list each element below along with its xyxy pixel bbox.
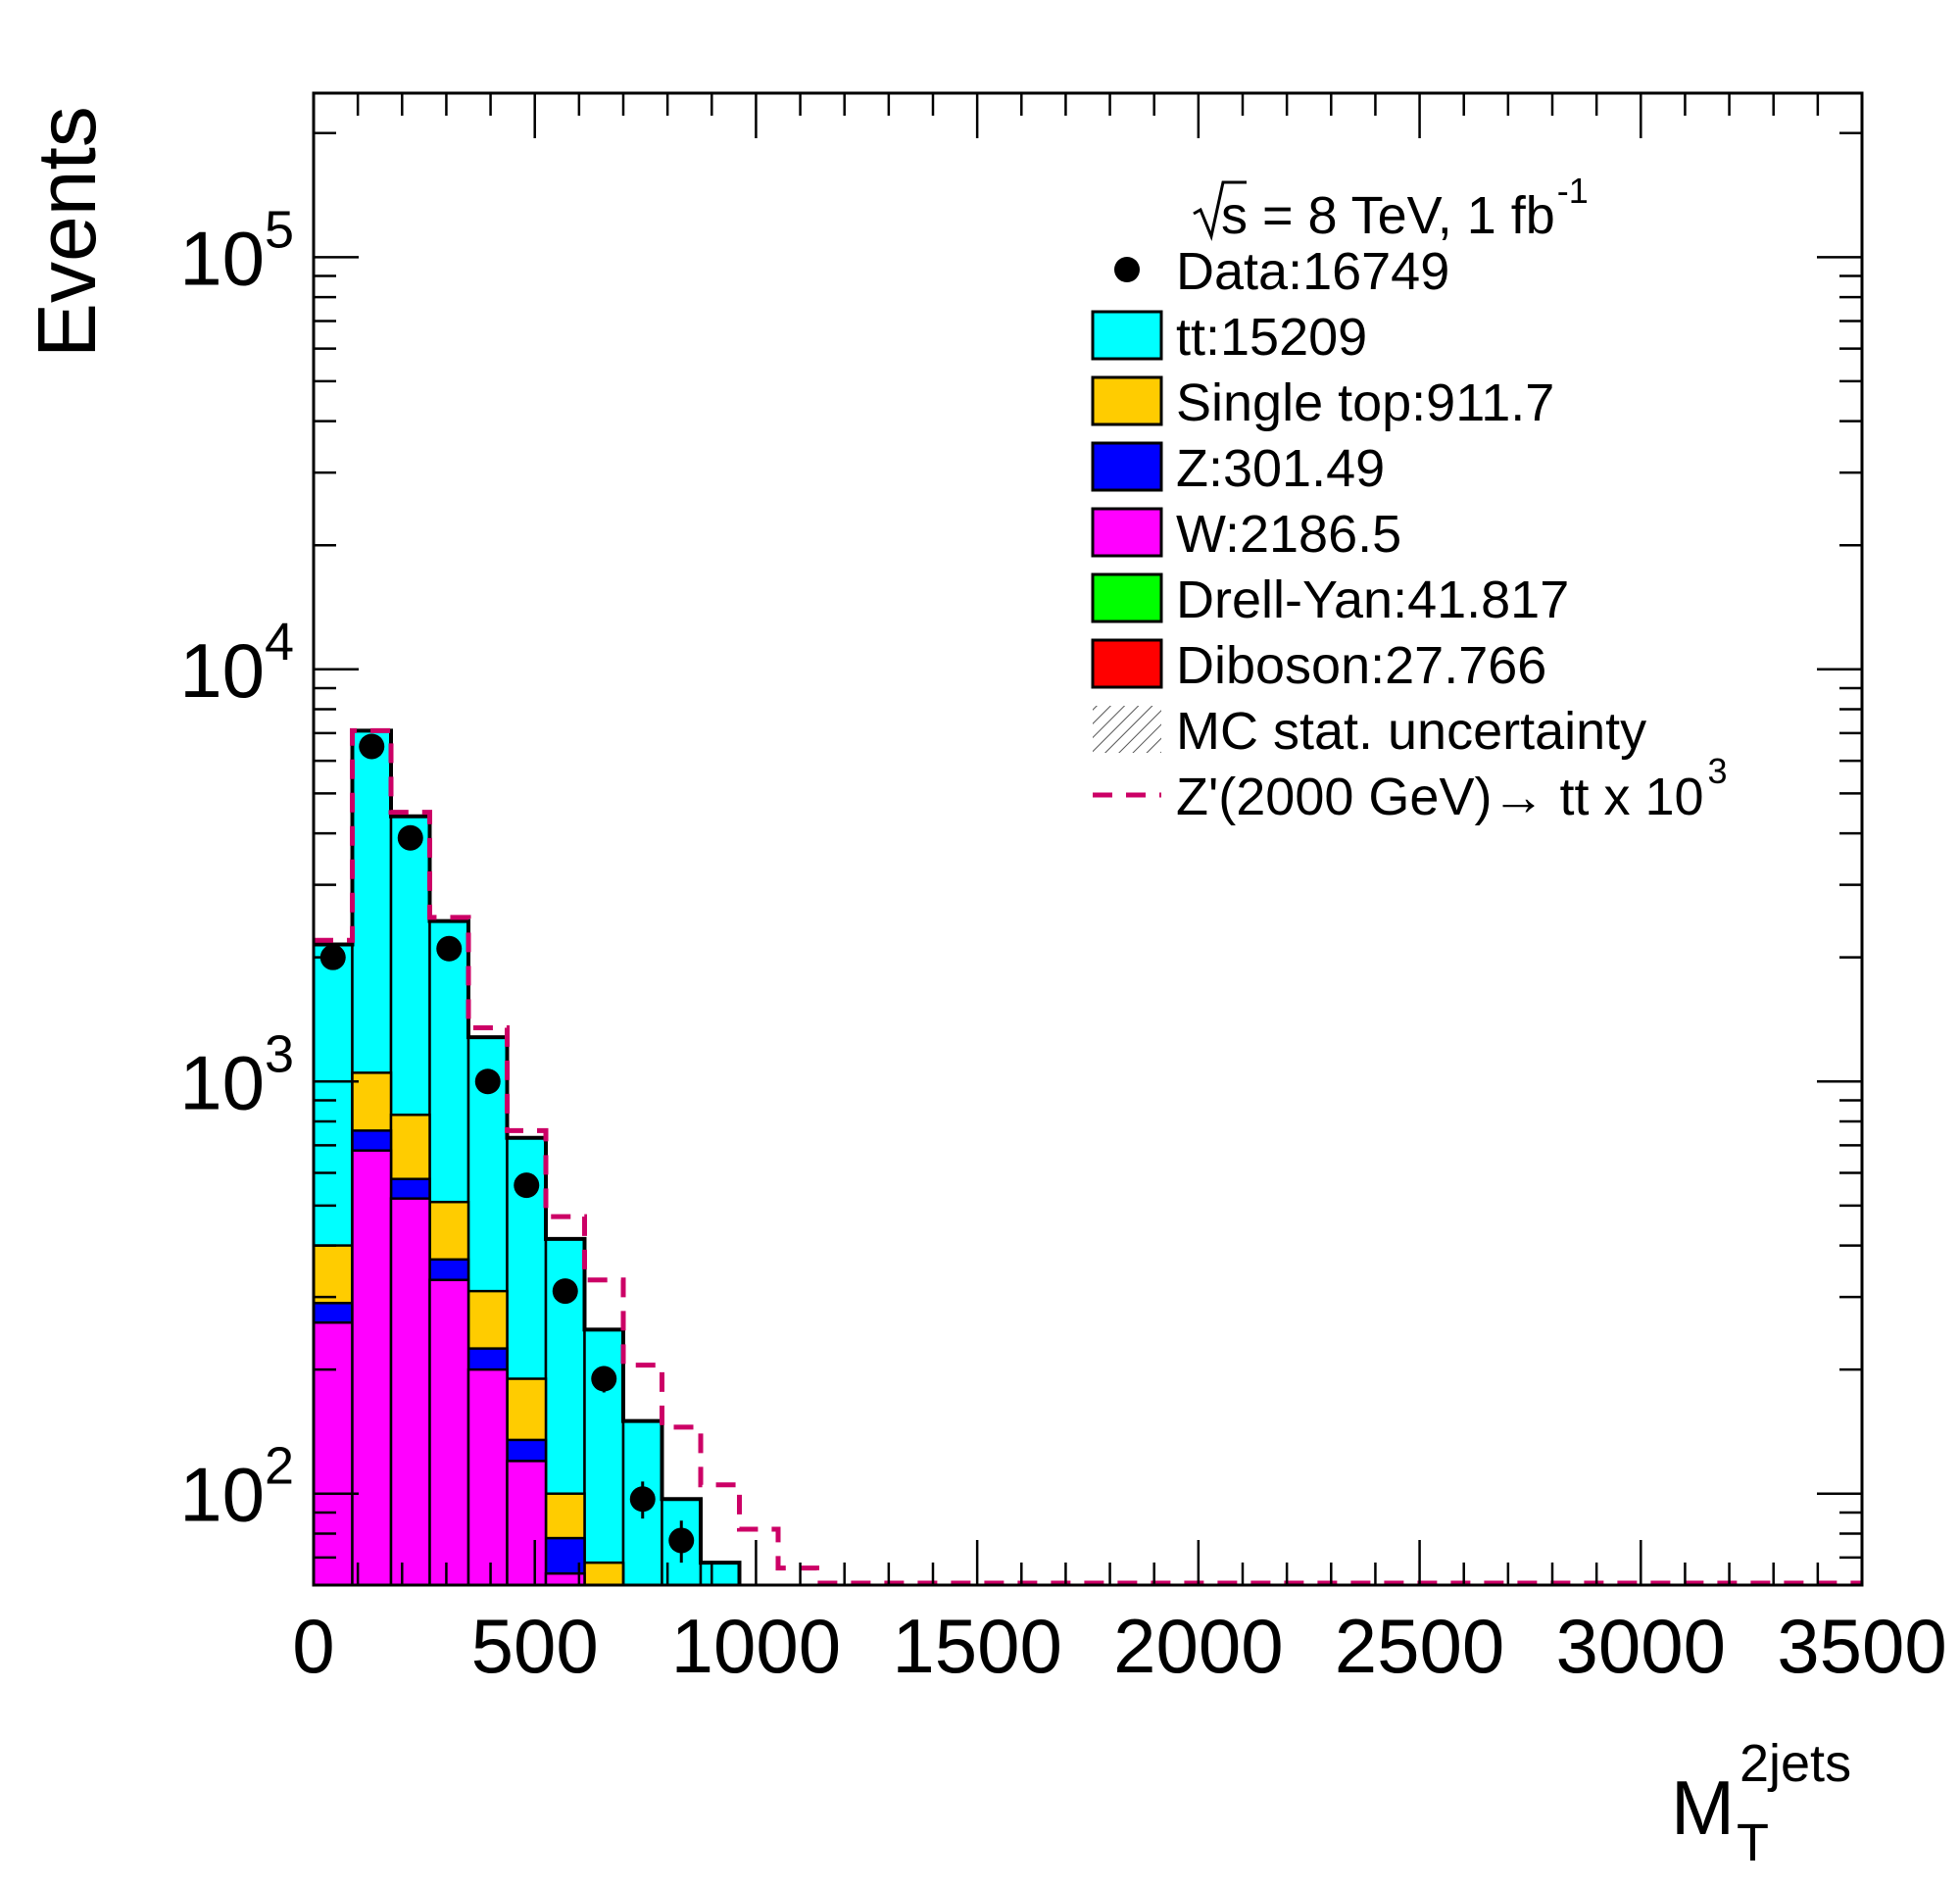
sqrt-symbol-icon (1193, 180, 1247, 242)
legend-label-superscript: 3 (1708, 751, 1728, 791)
data-points (319, 733, 695, 1564)
bar-w (428, 1278, 470, 1585)
legend-label-diboson: Diboson:27.766 (1176, 636, 1546, 695)
axis-ticks (312, 93, 1864, 1587)
x-axis-label-main: M (1671, 1764, 1735, 1851)
x-tick-label: 2000 (1113, 1603, 1284, 1689)
plot-frame (312, 91, 1864, 1587)
x-tick-labels: 0 500 1000 1500 2000 2500 3000 3500 (292, 1603, 1946, 1689)
legend-swatch-dy (1091, 572, 1163, 623)
legend-label-mc-unc: MC stat. uncertainty (1176, 702, 1646, 761)
legend-label-dy: Drell-Yan:41.817 (1176, 571, 1569, 629)
legend-label-ttbar: tt:15209 (1176, 308, 1367, 367)
energy-label-superscript: -1 (1557, 171, 1589, 211)
data-point (552, 1278, 578, 1305)
legend-swatch-w (1091, 507, 1163, 558)
bar-w (389, 1197, 431, 1585)
legend-data-marker-icon (1114, 257, 1140, 282)
bar-w (466, 1367, 509, 1585)
data-point (591, 1366, 617, 1392)
legend-label-w: W:2186.5 (1176, 505, 1401, 564)
x-tick-label: 1500 (892, 1603, 1062, 1689)
energy-annotation: s = 8 TeV, 1 fb -1 (1193, 171, 1589, 245)
data-point (474, 1068, 501, 1095)
bar-w (544, 1571, 586, 1585)
legend-swatch-ttbar (1091, 310, 1163, 361)
y-axis-label: Events (21, 106, 113, 358)
y-tick-label: 10 (179, 1452, 265, 1538)
bar-w (506, 1460, 548, 1585)
x-tick-label: 0 (292, 1603, 334, 1689)
stack-bars (314, 729, 741, 1585)
legend-swatch-single-top (1091, 375, 1163, 426)
x-axis-label: M T 2jets (1671, 1734, 1851, 1872)
x-axis-label-superscript: 2jets (1740, 1734, 1851, 1793)
y-tick-label-exponent: 4 (265, 613, 294, 671)
y-tick-label: 10 (179, 215, 265, 301)
legend-label-data: Data:16749 (1176, 242, 1449, 301)
x-tick-label: 2500 (1335, 1603, 1505, 1689)
x-tick-label: 3500 (1777, 1603, 1947, 1689)
y-tick-label: 10 (179, 1039, 265, 1125)
legend-label-single-top: Single top:911.7 (1176, 373, 1554, 432)
y-tick-label-exponent: 3 (265, 1024, 294, 1083)
legend-swatch-diboson (1091, 638, 1163, 689)
y-tick-label: 10 (179, 627, 265, 714)
legend-swatch-z (1091, 441, 1163, 492)
data-point (668, 1527, 695, 1554)
y-tick-label-exponent: 2 (265, 1437, 294, 1496)
data-point (514, 1172, 540, 1199)
x-tick-label: 1000 (671, 1603, 842, 1689)
y-tick-label-exponent: 5 (265, 200, 294, 259)
legend-hatch-icon (1093, 706, 1161, 753)
data-point (436, 935, 463, 962)
x-tick-label: 3000 (1556, 1603, 1727, 1689)
data-point (359, 733, 385, 760)
legend: Data:16749 tt:15209 Single top:911.7 Z:301.… (1091, 242, 1728, 826)
legend-label-zprime: Z'(2000 GeV)→ tt x 10 (1176, 768, 1704, 826)
bar-w (351, 1149, 393, 1585)
x-axis-label-subscript: T (1737, 1813, 1769, 1872)
bar-w (314, 1320, 354, 1585)
legend-label-z: Z:301.49 (1176, 439, 1385, 498)
data-point (397, 824, 423, 851)
energy-label: s = 8 TeV, 1 fb (1221, 186, 1555, 245)
x-tick-label: 500 (471, 1603, 599, 1689)
data-point (629, 1486, 656, 1513)
